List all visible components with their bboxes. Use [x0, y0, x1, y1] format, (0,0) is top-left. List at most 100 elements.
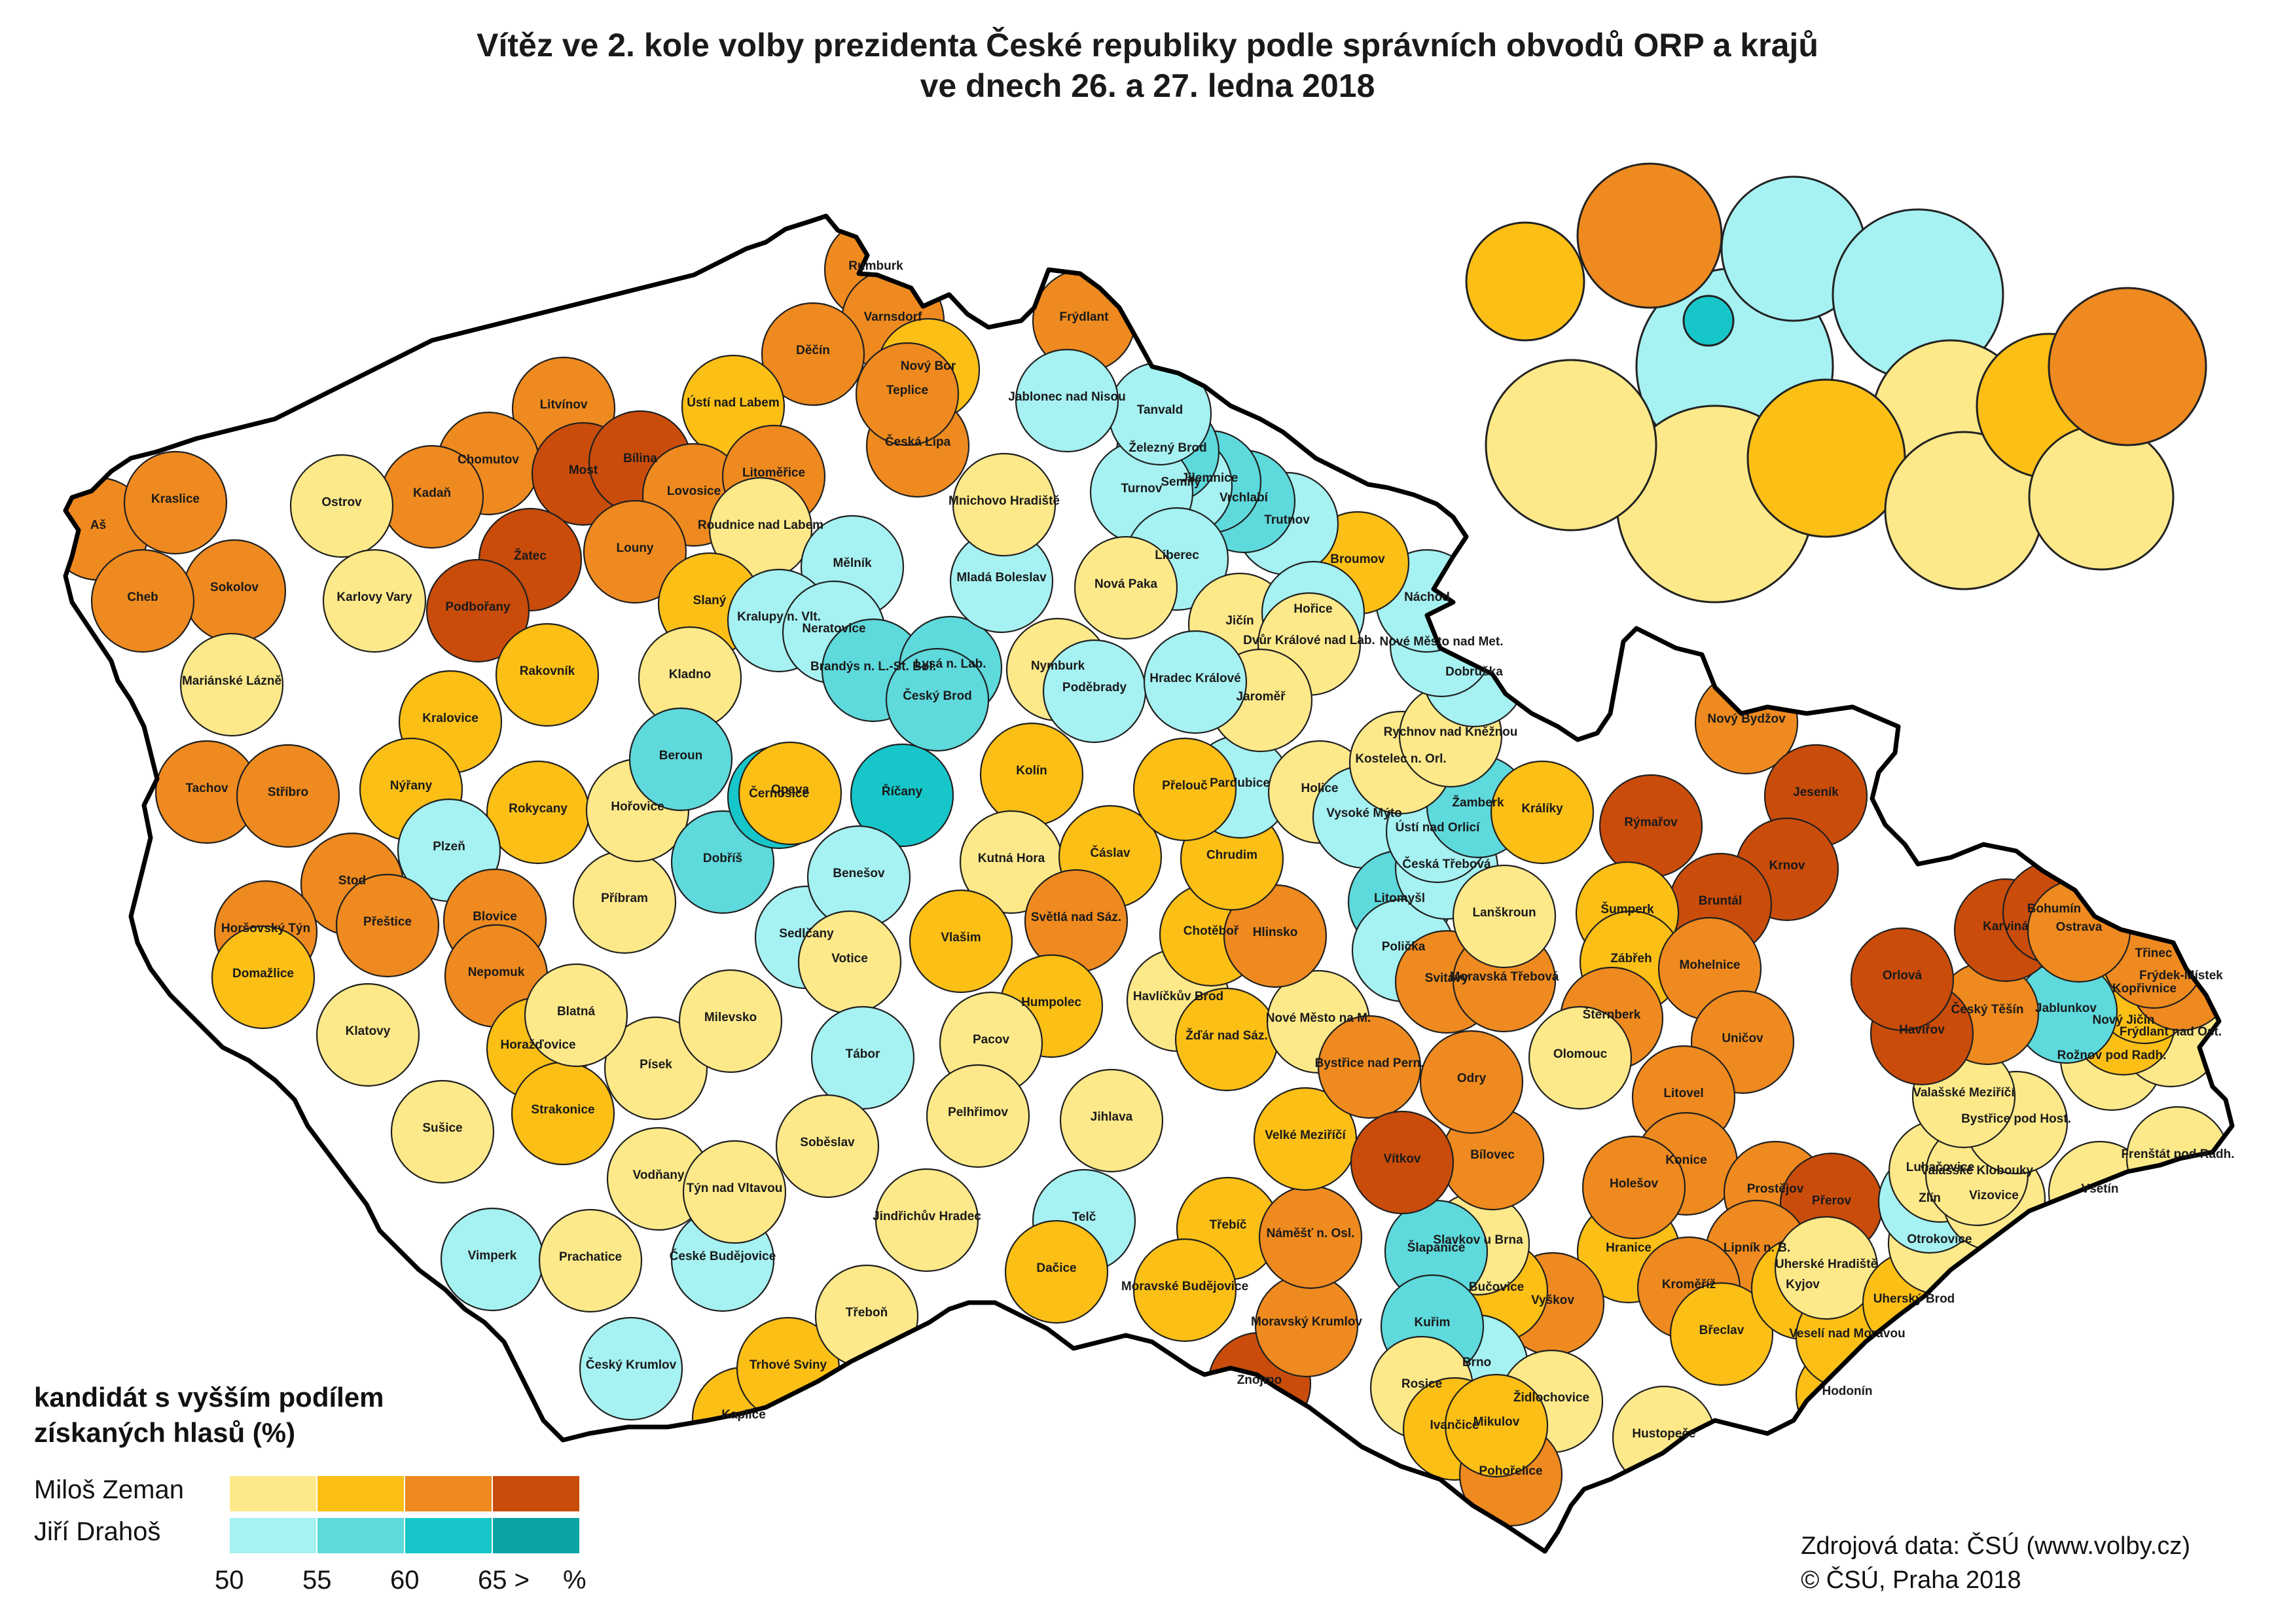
orp-label: Ivančice [1430, 1418, 1479, 1432]
inset-kraj-area [2028, 424, 2175, 571]
orp-area [90, 549, 195, 653]
orp-label: Vizovice [1969, 1189, 2019, 1202]
orp-label: Nový Bor [901, 359, 956, 373]
orp-label: Vyškov [1531, 1293, 1574, 1307]
orp-area [211, 925, 316, 1030]
orp-area [738, 741, 842, 846]
inset-kraj-area [2048, 287, 2207, 446]
orp-label: Přelouč [1162, 779, 1208, 793]
orp-label: Moravský Krumlov [1251, 1315, 1362, 1329]
orp-label: Ústí nad Orlicí [1396, 820, 1481, 835]
orp-label: Jablonec nad Nisou [1008, 390, 1125, 404]
orp-label: Valašské Klobouky [1921, 1164, 2034, 1178]
orp-area [909, 889, 1013, 994]
orp-label: Moravské Budějovice [1121, 1280, 1248, 1293]
orp-label: Ostrava [2056, 920, 2103, 934]
orp-label: Rumburk [848, 259, 903, 273]
orp-label: Tanvald [1137, 403, 1183, 417]
orp-label: Písek [640, 1058, 672, 1072]
orp-label: Stod [338, 874, 366, 888]
legend-title: kandidát s vyšším podílem získaných hlas… [34, 1380, 384, 1451]
legend-swatch-drahos-50 [229, 1517, 317, 1554]
orp-area [952, 452, 1057, 557]
orp-label: Český Brod [903, 689, 972, 703]
orp-area [583, 499, 687, 604]
legend-candidate-drahos: Jiří Drahoš [34, 1517, 161, 1546]
title-line-2: ve dnech 26. a 27. ledna 2018 [920, 67, 1375, 104]
orp-label: Beroun [659, 749, 703, 763]
orp-label: Uherské Hradiště [1775, 1257, 1877, 1271]
orp-label: Přerov [1812, 1194, 1852, 1208]
orp-label: Horšovský Týn [221, 922, 310, 935]
orp-label: Zlín [1919, 1191, 1941, 1205]
orp-label: Soběslav [800, 1136, 855, 1149]
orp-label: Svitavy [1425, 971, 1469, 985]
orp-label: Třeboň [846, 1306, 888, 1320]
orp-area [1581, 1135, 1686, 1240]
inset-kraj-area [1682, 295, 1735, 347]
orp-label: Hořice [1293, 602, 1332, 616]
orp-label: Moravská Třebová [1450, 970, 1559, 984]
orp-area [538, 1208, 643, 1313]
orp-label: Orlová [1883, 969, 1923, 983]
orp-label: Pardubice [1210, 776, 1270, 790]
orp-label: Broumov [1330, 552, 1385, 566]
orp-label: Náměšť n. Osl. [1267, 1227, 1355, 1240]
orp-area [885, 647, 990, 752]
orp-label: Milevsko [704, 1011, 757, 1024]
orp-label: Louny [617, 541, 654, 555]
orp-label: Velké Meziříčí [1265, 1128, 1346, 1142]
orp-label: Rožnov pod Radh. [2057, 1049, 2167, 1062]
source-note: Zdrojová data: ČSÚ (www.volby.cz) © ČSÚ,… [1801, 1529, 2190, 1597]
orp-area [123, 450, 228, 555]
orp-area [1143, 630, 1248, 734]
orp-label: Ostrov [321, 496, 362, 509]
orp-label: Bruntál [1699, 894, 1743, 908]
orp-label: Teplice [886, 384, 928, 397]
inset-kraj-area [1746, 378, 1906, 538]
orp-label: Veselí nad Moravou [1789, 1327, 1905, 1341]
orp-area [1350, 1110, 1455, 1215]
orp-label: Šumperk [1600, 902, 1654, 916]
orp-label: Rosice [1401, 1377, 1442, 1391]
orp-label: Benešov [833, 867, 885, 880]
orp-label: Lanškroun [1472, 906, 1536, 920]
orp-label: Mohelnice [1680, 958, 1741, 972]
orp-label: Kraslice [151, 492, 200, 506]
orp-label: Havlíčkův Brod [1133, 990, 1223, 1003]
orp-label: Bučovice [1469, 1280, 1524, 1294]
orp-label: Mnichovo Hradiště [949, 494, 1060, 508]
orp-label: Slaný [693, 594, 727, 607]
orp-label: Dvůr Králové nad Lab. [1243, 634, 1375, 647]
orp-label: Kadaň [413, 486, 451, 500]
orp-area [316, 983, 420, 1087]
source-line-2: © ČSÚ, Praha 2018 [1801, 1566, 2021, 1594]
orp-label: Frýdlant nad Ost. [2120, 1025, 2222, 1039]
orp-label: Hranice [1606, 1241, 1652, 1255]
orp-label: Šlapanice [1407, 1240, 1466, 1255]
orp-area [179, 632, 284, 737]
orp-label: Židlochovice [1513, 1390, 1589, 1405]
orp-label: Králíky [1521, 802, 1563, 816]
orp-area [322, 549, 427, 653]
orp-label: Jindřichův Hradec [873, 1210, 981, 1223]
orp-label: Havířov [1899, 1023, 1945, 1037]
orp-label: Krnov [1769, 859, 1805, 873]
orp-area [1528, 1005, 1633, 1110]
orp-area [390, 1079, 495, 1184]
orp-label: Blovice [473, 910, 517, 924]
orp-label: Žamberk [1452, 795, 1504, 810]
orp-labels: Rumburk Varnsdorf Děčín Frýdlant Nový Bor Čes… [90, 259, 2235, 1478]
legend-title-line-2: získaných hlasů (%) [34, 1417, 296, 1448]
orp-label: Kralovice [422, 712, 479, 725]
orp-area [761, 302, 865, 406]
orp-area [1132, 737, 1237, 842]
orp-label: Konice [1665, 1153, 1707, 1167]
orp-label: Holice [1301, 782, 1338, 795]
orp-area [425, 558, 530, 663]
orp-label: Liberec [1155, 549, 1199, 562]
orp-label: Přeštice [363, 915, 412, 929]
orp-label: Česká Třebová [1402, 857, 1491, 871]
orp-label: Vimperk [468, 1249, 517, 1263]
orp-label: Jeseník [1793, 785, 1839, 799]
